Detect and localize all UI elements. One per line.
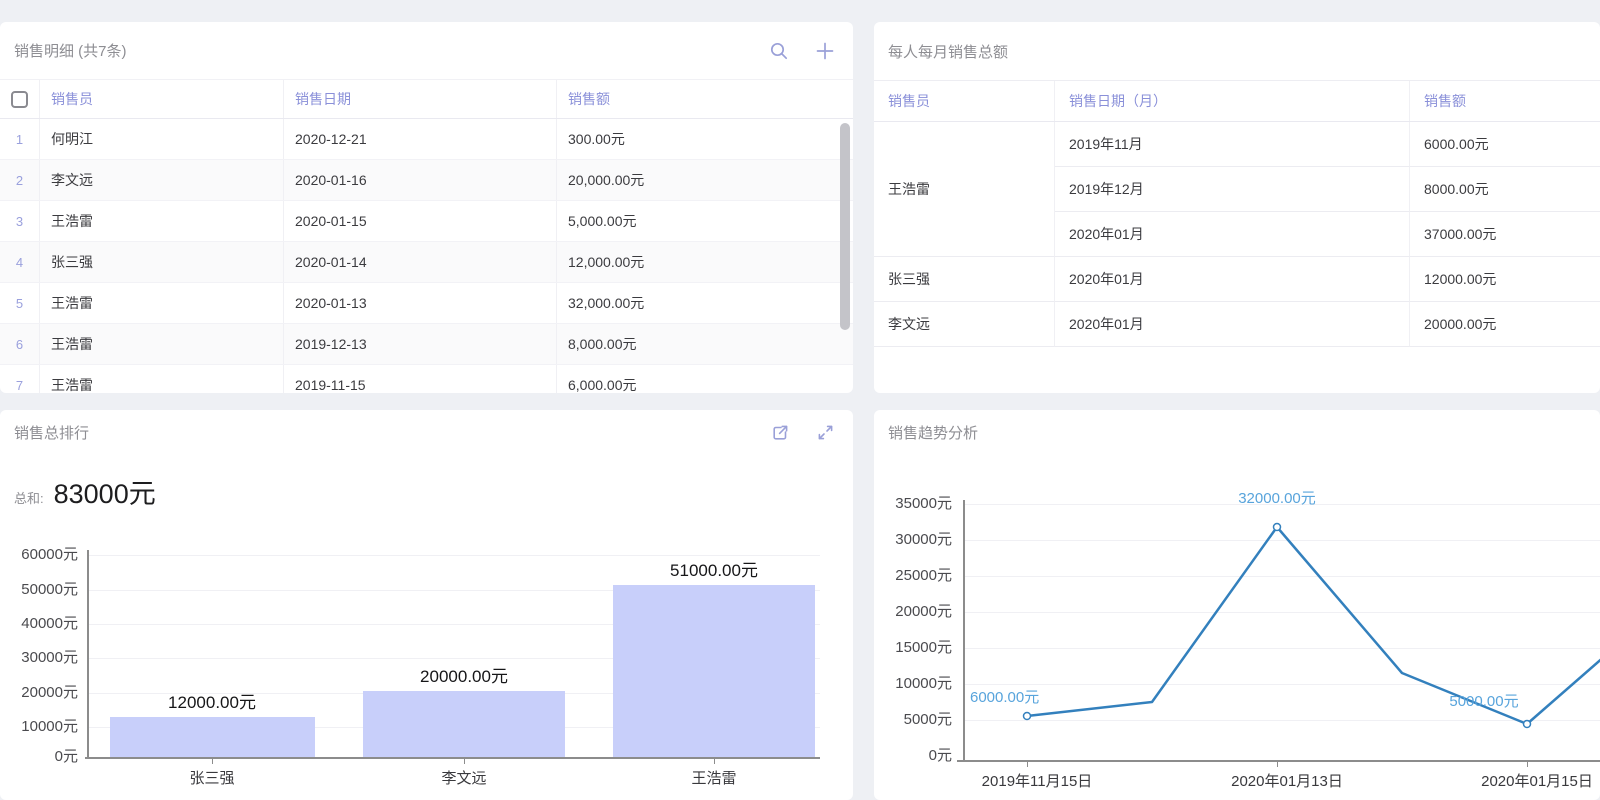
column-header-month: 销售日期（月） bbox=[1055, 81, 1410, 121]
point-value-label: 5000.00元 bbox=[1449, 693, 1519, 710]
table-row[interactable]: 7 王浩雷 2019-11-15 6,000.00元 bbox=[0, 365, 853, 393]
table-row[interactable]: 1 何明江 2020-12-21 300.00元 bbox=[0, 119, 853, 160]
point-value-label: 32000.00元 bbox=[1238, 490, 1316, 507]
x-axis-tick: 2020年01月15日 bbox=[1481, 773, 1593, 790]
column-header-amount: 销售额 bbox=[1424, 93, 1466, 109]
column-header-salesperson: 销售员 bbox=[40, 80, 284, 118]
column-header-salesperson: 销售员 bbox=[874, 81, 1055, 121]
sum-line: 总和: 83000元 bbox=[14, 472, 156, 511]
column-header-amount: 销售额 bbox=[568, 91, 610, 107]
select-all-checkbox[interactable] bbox=[11, 90, 28, 108]
month-cell: 2019年11月 bbox=[1055, 122, 1410, 167]
bar-zhangsanqiang bbox=[110, 717, 315, 757]
month-cell: 2019年12月 bbox=[1055, 167, 1410, 212]
monthly-summary-header: 每人每月销售总额 bbox=[874, 22, 1600, 80]
salesperson-cell: 张三强 bbox=[874, 257, 1055, 302]
y-axis-tick: 50000元 bbox=[21, 581, 78, 598]
data-point-marker bbox=[1272, 522, 1282, 532]
page-title: 每人每月销售总额 bbox=[888, 43, 1009, 61]
panel-sales-ranking: 销售总排行 总和: 83000元 60000元 50000 bbox=[0, 410, 853, 800]
x-axis-tick: 2020年01月13日 bbox=[1231, 773, 1343, 790]
table-row[interactable]: 6 王浩雷 2019-12-13 8,000.00元 bbox=[0, 324, 853, 365]
point-value-label: 6000.00元 bbox=[970, 689, 1040, 706]
trend-header: 销售趋势分析 bbox=[874, 410, 1600, 454]
search-icon[interactable] bbox=[769, 41, 789, 61]
page-title: 销售总排行 bbox=[14, 424, 90, 442]
y-axis-tick: 10000元 bbox=[895, 675, 952, 692]
y-axis-line bbox=[87, 550, 89, 757]
panel-sales-detail: 销售明细 (共7条) 销售员 销售日期 销售额 1 何明江 2020-12-21… bbox=[0, 22, 853, 393]
table-row[interactable]: 3 王浩雷 2020-01-15 5,000.00元 bbox=[0, 201, 853, 242]
month-cell: 2020年01月 bbox=[1055, 257, 1410, 302]
column-header-date: 销售日期 bbox=[284, 80, 557, 118]
line-chart: 35000元 30000元 25000元 20000元 15000元 10000… bbox=[874, 410, 1600, 800]
panel-monthly-summary: 每人每月销售总额 销售员 销售日期（月） 销售额 王浩雷 2019年11月 60… bbox=[874, 22, 1600, 393]
trend-line-series bbox=[1022, 522, 1600, 729]
x-axis-category: 张三强 bbox=[189, 770, 235, 787]
amount-cell: 8000.00元 bbox=[1410, 167, 1600, 212]
y-axis-tick: 30000元 bbox=[21, 649, 78, 666]
panel-sales-trend: 销售趋势分析 35000元 30000元 25000元 20000元 15000… bbox=[874, 410, 1600, 800]
bar-chart: 60000元 50000元 40000元 30000元 20000元 10000… bbox=[0, 410, 853, 800]
x-axis-line bbox=[957, 760, 1600, 762]
y-axis-tick: 20000元 bbox=[21, 684, 78, 701]
data-point-marker bbox=[1022, 711, 1032, 721]
x-axis-tick: 2019年11月15日 bbox=[981, 773, 1093, 790]
bar-wanghaolei bbox=[613, 585, 815, 757]
x-axis-category: 李文远 bbox=[441, 770, 487, 787]
salesperson-cell: 李文远 bbox=[874, 302, 1055, 347]
data-point-marker bbox=[1522, 719, 1532, 729]
sum-label: 总和: bbox=[14, 491, 44, 506]
y-axis-tick: 40000元 bbox=[21, 615, 78, 632]
amount-cell: 37000.00元 bbox=[1410, 212, 1600, 257]
y-axis-tick: 25000元 bbox=[895, 567, 952, 584]
page-title: 销售明细 (共7条) bbox=[14, 43, 127, 60]
sum-value: 83000元 bbox=[53, 479, 156, 509]
x-axis-line bbox=[85, 757, 820, 759]
y-axis-tick: 0元 bbox=[54, 748, 78, 765]
y-axis-tick: 0元 bbox=[928, 747, 952, 764]
table-row[interactable]: 5 王浩雷 2020-01-13 32,000.00元 bbox=[0, 283, 853, 324]
amount-cell: 20000.00元 bbox=[1410, 302, 1600, 347]
x-axis-category: 王浩雷 bbox=[691, 770, 737, 787]
plus-icon[interactable] bbox=[815, 41, 835, 61]
y-axis-line bbox=[963, 500, 965, 760]
bar-value-label: 12000.00元 bbox=[168, 693, 256, 712]
month-cell: 2020年01月 bbox=[1055, 302, 1410, 347]
y-axis-tick: 35000元 bbox=[895, 495, 952, 512]
y-axis-tick: 20000元 bbox=[895, 603, 952, 620]
fullscreen-icon[interactable] bbox=[816, 423, 835, 442]
amount-cell: 12000.00元 bbox=[1410, 257, 1600, 302]
amount-cell: 6000.00元 bbox=[1410, 122, 1600, 167]
y-axis-tick: 60000元 bbox=[21, 546, 78, 563]
table-row[interactable]: 4 张三强 2020-01-14 12,000.00元 bbox=[0, 242, 853, 283]
table-header-row: 销售员 销售日期（月） 销售额 bbox=[874, 80, 1600, 122]
y-axis-tick: 30000元 bbox=[895, 531, 952, 548]
table-header-row: 销售员 销售日期 销售额 bbox=[0, 80, 853, 119]
y-axis-tick: 15000元 bbox=[895, 639, 952, 656]
y-axis-tick: 5000元 bbox=[903, 711, 952, 728]
page-title: 销售趋势分析 bbox=[888, 424, 979, 442]
vertical-scrollbar[interactable] bbox=[840, 123, 850, 330]
ranking-header: 销售总排行 bbox=[0, 410, 853, 454]
bar-value-label: 51000.00元 bbox=[670, 561, 758, 580]
sales-detail-header: 销售明细 (共7条) bbox=[0, 22, 853, 80]
bar-liwenyuan bbox=[363, 691, 565, 757]
table-row[interactable]: 2 李文远 2020-01-16 20,000.00元 bbox=[0, 160, 853, 201]
bar-value-label: 20000.00元 bbox=[420, 667, 508, 686]
y-axis-tick: 10000元 bbox=[21, 718, 78, 735]
month-cell: 2020年01月 bbox=[1055, 212, 1410, 257]
export-icon[interactable] bbox=[771, 423, 790, 442]
merged-salesperson-cell: 王浩雷 bbox=[874, 122, 1055, 257]
